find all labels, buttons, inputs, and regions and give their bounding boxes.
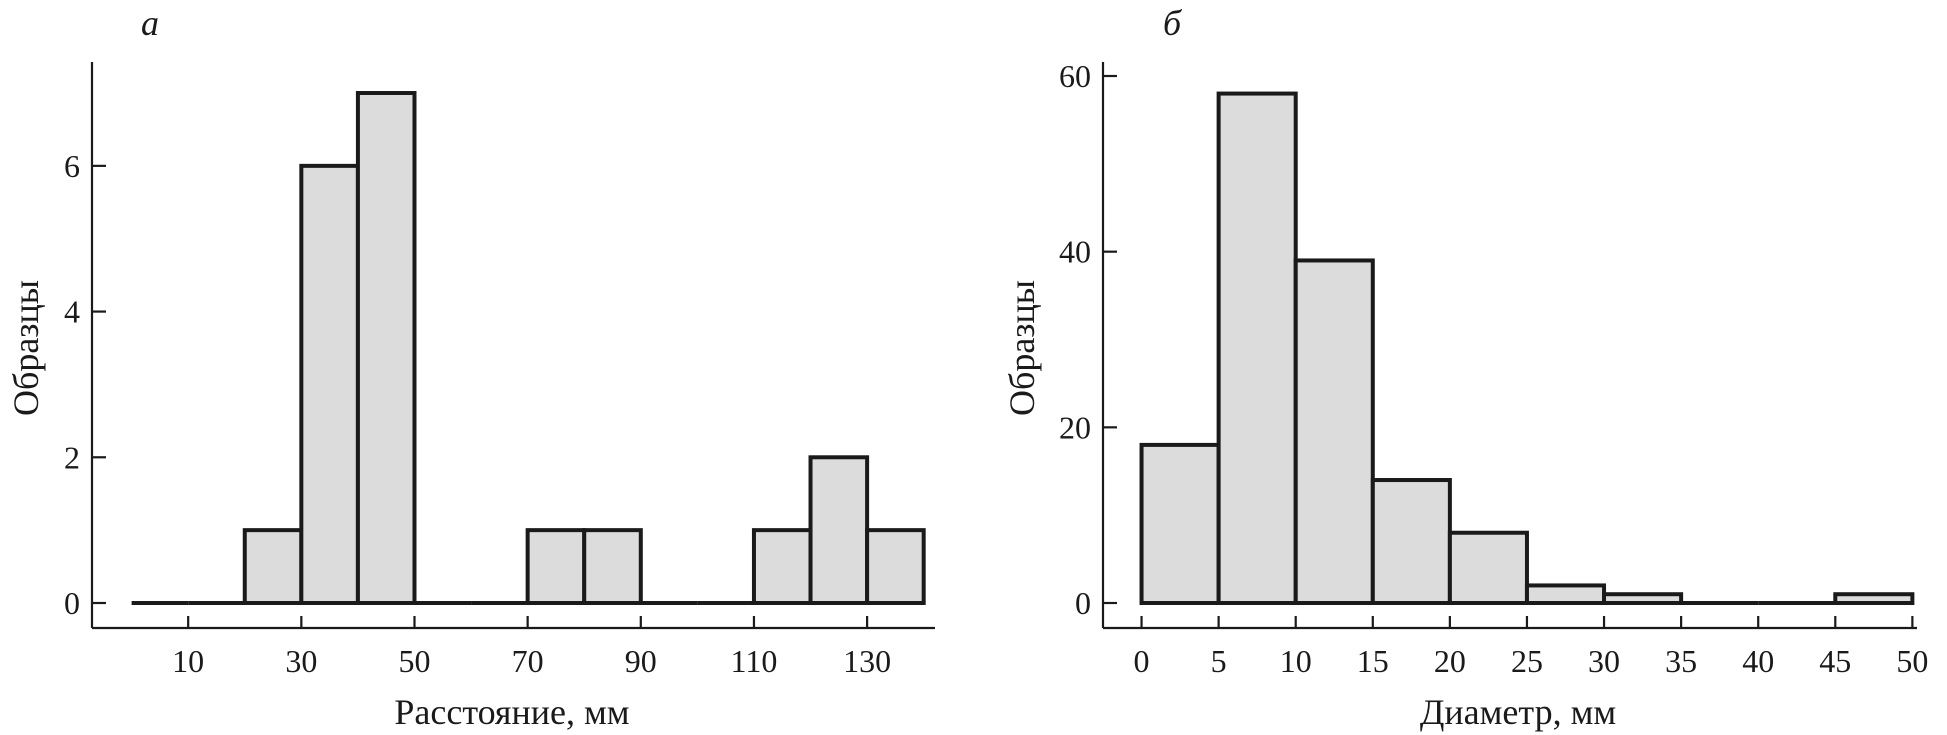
x-tick-label-b-45: 45 — [1819, 643, 1851, 679]
panel-b-letter: б — [1163, 3, 1183, 43]
y-tick-label-b-60: 60 — [1059, 58, 1091, 94]
x-tick-label-a-110: 110 — [731, 643, 778, 679]
bar-a-130 — [865, 528, 926, 606]
y-tick-label-a-4: 4 — [64, 294, 80, 330]
x-tick-label-a-50: 50 — [398, 643, 430, 679]
x-tick-label-b-50: 50 — [1896, 643, 1928, 679]
panel-b-x-axis-label: Диаметр, мм — [1420, 692, 1616, 732]
bar-a-80 — [582, 528, 643, 606]
bar-b-45 — [1833, 592, 1915, 606]
panel-a-y-axis-label: Образцы — [6, 280, 46, 416]
x-tick-label-b-10: 10 — [1280, 643, 1312, 679]
x-tick-label-b-15: 15 — [1357, 643, 1389, 679]
x-tick-label-b-40: 40 — [1742, 643, 1774, 679]
bar-b-20 — [1447, 530, 1529, 606]
bar-b-10 — [1293, 258, 1375, 605]
y-tick-label-b-20: 20 — [1059, 409, 1091, 445]
y-tick-label-b-40: 40 — [1059, 234, 1091, 270]
panel-a-x-axis-label: Расстояние, мм — [394, 692, 629, 732]
bar-b-0 — [1139, 442, 1221, 605]
x-tick-label-b-35: 35 — [1665, 643, 1697, 679]
bar-b-5 — [1216, 91, 1298, 605]
bar-b-15 — [1370, 478, 1452, 605]
x-tick-label-a-90: 90 — [625, 643, 657, 679]
x-tick-label-a-30: 30 — [285, 643, 317, 679]
bar-a-40 — [355, 91, 417, 605]
y-tick-label-b-0: 0 — [1075, 585, 1091, 621]
y-tick-label-a-0: 0 — [64, 585, 80, 621]
x-tick-label-b-5: 5 — [1211, 643, 1227, 679]
histogram-panel-b: б Диаметр, мм Образцы 0 20 40 60 0 5 10 15 20 25 3… — [1002, 3, 1928, 732]
x-tick-label-a-70: 70 — [512, 643, 544, 679]
x-tick-label-b-20: 20 — [1434, 643, 1466, 679]
bar-b-25 — [1524, 583, 1607, 606]
bar-a-20 — [242, 528, 304, 606]
bar-a-70 — [525, 528, 587, 606]
x-tick-label-a-130: 130 — [843, 643, 891, 679]
y-tick-label-a-6: 6 — [64, 148, 80, 184]
bar-b-30 — [1602, 592, 1684, 606]
x-tick-label-b-0: 0 — [1134, 643, 1150, 679]
histogram-panel-a: а Расстояние, мм Образцы 0 2 4 6 10 30 50 70 90 1… — [6, 3, 935, 732]
bar-a-110 — [751, 528, 813, 606]
y-tick-label-a-2: 2 — [64, 439, 80, 475]
panel-b-y-axis-label: Образцы — [1002, 280, 1042, 416]
bar-a-120 — [808, 455, 870, 605]
panel-a-letter: а — [141, 3, 159, 43]
bar-a-30 — [299, 163, 360, 605]
x-tick-label-b-30: 30 — [1588, 643, 1620, 679]
x-tick-label-a-10: 10 — [172, 643, 204, 679]
x-tick-label-b-25: 25 — [1511, 643, 1543, 679]
